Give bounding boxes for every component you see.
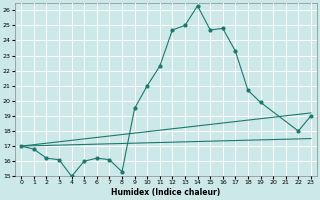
X-axis label: Humidex (Indice chaleur): Humidex (Indice chaleur) [111, 188, 221, 197]
